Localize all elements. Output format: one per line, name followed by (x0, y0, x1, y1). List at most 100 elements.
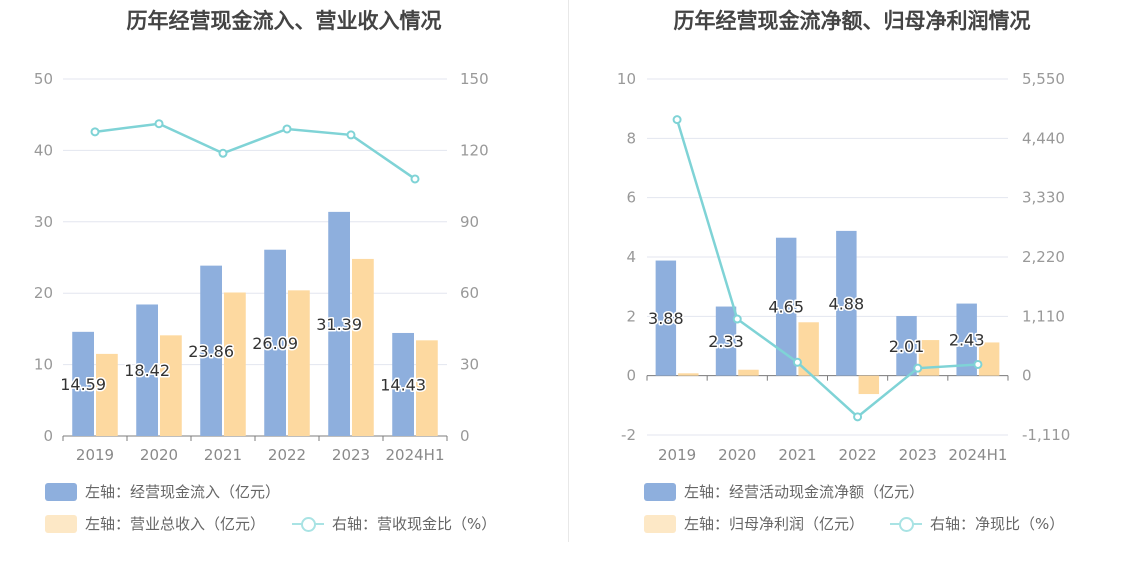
y-left-tick-label: 0 (43, 427, 53, 445)
y-left-tick-label: 6 (626, 189, 636, 207)
right-legend-item-2[interactable]: 左轴：归母净利润（亿元） (644, 513, 864, 534)
y-right-tick-label: 0 (1022, 367, 1032, 385)
right-legend-item-1[interactable]: 左轴：经营活动现金流净额（亿元） (644, 481, 924, 502)
y-right-tick-label: -1,110 (1022, 426, 1070, 444)
secondary-bar (978, 342, 1000, 376)
y-left-tick-label: -2 (621, 426, 636, 444)
secondary-bar (678, 373, 699, 376)
ratio-point (853, 412, 863, 422)
left-legend-label-3: 右轴：营收现金比（%） (332, 515, 497, 533)
ratio-point (154, 119, 164, 129)
y-right-tick-label: 90 (460, 213, 479, 231)
ratio-point (792, 357, 802, 367)
y-left-tick-label: 10 (617, 70, 636, 88)
y-right-tick-label: 120 (460, 141, 489, 159)
primary-bar (775, 237, 797, 376)
secondary-bar (858, 375, 880, 395)
left-chart-panel: 历年经营现金流入、营业收入情况 0 0 10 30 20 60 30 90 40 120 50 150… (34, 9, 496, 534)
right-legend-label-3: 右轴：净现比（%） (930, 515, 1065, 533)
right-legend-label-2: 左轴：归母净利润（亿元） (684, 515, 865, 533)
secondary-bar (288, 290, 310, 436)
y-left-tick-label: 0 (626, 367, 636, 385)
left-legend-item-1[interactable]: 左轴：经营现金流入（亿元） (45, 481, 280, 502)
y-right-tick-label: 150 (460, 70, 489, 88)
left-legend-label-2: 左轴：营业总收入（亿元） (85, 515, 266, 533)
ratio-point (913, 363, 923, 373)
y-right-tick-label: 0 (460, 427, 470, 445)
right-legend-label-1: 左轴：经营活动现金流净额（亿元） (684, 483, 925, 501)
ratio-point (282, 124, 292, 134)
secondary-bar (352, 258, 374, 436)
y-left-tick-label: 2 (626, 307, 636, 325)
x-category-label: 2020 (718, 446, 756, 464)
left-legend-item-3[interactable]: 右轴：营收现金比（%） (292, 513, 496, 534)
y-left-tick-label: 50 (34, 70, 53, 88)
ratio-point (346, 130, 356, 140)
bar-swatch-icon (644, 514, 676, 533)
x-category-label: 2024H1 (386, 446, 445, 464)
secondary-bar (738, 369, 759, 376)
primary-bar (72, 331, 94, 436)
left-legend-label-1: 左轴：经营现金流入（亿元） (85, 483, 281, 501)
x-category-label: 2019 (658, 446, 696, 464)
ratio-point (90, 127, 100, 137)
y-left-tick-label: 30 (34, 213, 53, 231)
bar-data-label: 31.39 (316, 315, 362, 334)
x-category-label: 2024H1 (948, 446, 1007, 464)
ratio-point (732, 314, 742, 324)
bar-data-label: 2.33 (708, 332, 744, 351)
secondary-bar (798, 322, 819, 376)
right-chart-panel: 历年经营现金流净额、归母净利润情况 -2 -1,110 0 0 2 1,110 4 2,220… (570, 0, 1134, 582)
bar-data-label: 18.42 (124, 361, 170, 380)
secondary-bar (96, 353, 118, 436)
bar-data-label: 2.43 (949, 331, 985, 350)
y-left-tick-label: 4 (626, 248, 636, 266)
bar-data-label: 4.88 (829, 294, 865, 313)
primary-bar (655, 260, 677, 376)
right-chart-plot: -2 -1,110 0 0 2 1,110 4 2,220 6 3,330 8 4,440 10 5,55… (617, 70, 1070, 464)
left-legend-item-2[interactable]: 左轴：营业总收入（亿元） (45, 513, 265, 534)
x-category-label: 2019 (76, 446, 114, 464)
secondary-bar (160, 335, 182, 436)
bar-swatch-icon (644, 482, 676, 501)
y-right-tick-label: 3,330 (1022, 189, 1065, 207)
right-chart-title: 历年经营现金流净额、归母净利润情况 (673, 9, 1031, 33)
ratio-point (973, 359, 983, 369)
y-left-tick-label: 10 (34, 356, 53, 374)
left-chart-plot: 0 0 10 30 20 60 30 90 40 120 50 150 2019 2020 2021 2022… (34, 70, 489, 464)
bar-data-label: 3.88 (648, 309, 684, 328)
line-swatch-icon (292, 515, 324, 533)
secondary-bar (416, 340, 438, 436)
primary-bar (136, 304, 158, 436)
x-category-label: 2023 (332, 446, 370, 464)
x-category-label: 2023 (899, 446, 937, 464)
ratio-line (94, 122, 416, 180)
bar-data-label: 2.01 (889, 337, 925, 356)
y-left-tick-label: 8 (626, 129, 636, 147)
bar-data-label: 14.59 (60, 375, 106, 394)
y-right-tick-label: 4,440 (1022, 129, 1065, 147)
ratio-line (675, 119, 978, 419)
secondary-bar (224, 292, 246, 436)
x-category-label: 2022 (838, 446, 876, 464)
y-right-tick-label: 2,220 (1022, 248, 1065, 266)
right-legend-item-3[interactable]: 右轴：净现比（%） (890, 513, 1064, 534)
x-category-label: 2021 (204, 446, 242, 464)
y-right-tick-label: 60 (460, 284, 479, 302)
bar-swatch-icon (45, 514, 77, 533)
y-left-tick-label: 20 (34, 284, 53, 302)
primary-bar (715, 306, 737, 376)
primary-bar (896, 316, 917, 376)
bar-swatch-icon (45, 482, 77, 501)
ratio-point (218, 148, 228, 158)
y-left-tick-label: 40 (34, 141, 53, 159)
primary-bar (328, 211, 350, 436)
primary-bar (392, 332, 414, 436)
primary-bar (200, 265, 222, 436)
primary-bar (264, 249, 286, 436)
primary-bar (956, 303, 977, 376)
panel-divider (568, 0, 569, 542)
x-category-label: 2022 (268, 446, 306, 464)
bar-data-label: 26.09 (252, 334, 298, 353)
primary-bar (836, 230, 857, 376)
